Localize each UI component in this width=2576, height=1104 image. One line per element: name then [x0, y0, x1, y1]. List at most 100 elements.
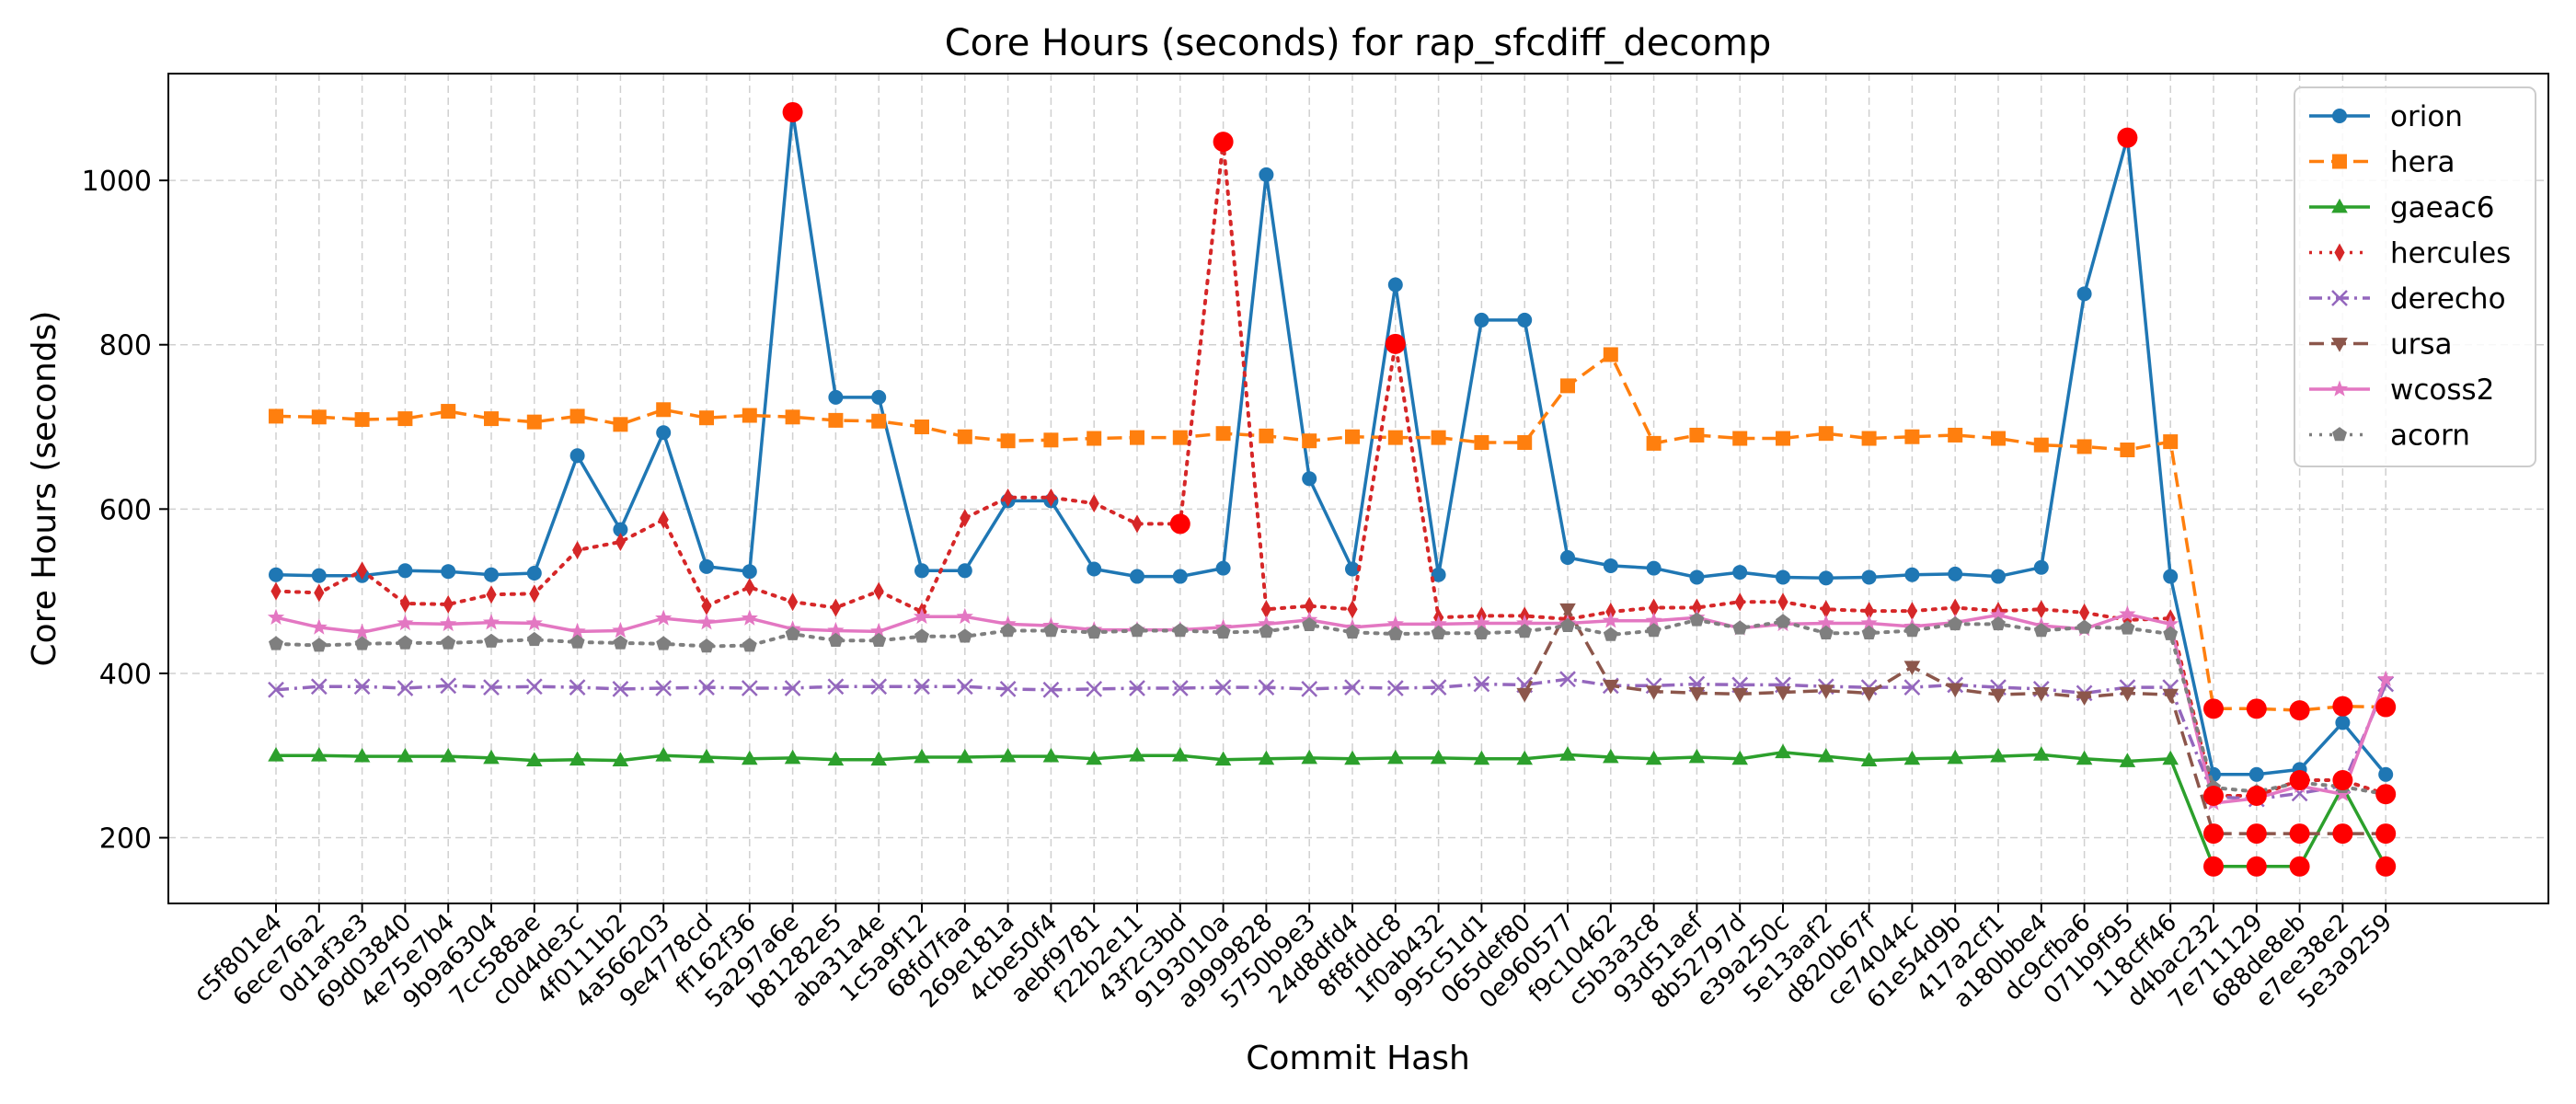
highlight-point-hercules — [2332, 770, 2353, 791]
data-point-gaeac6 — [268, 747, 284, 762]
highlight-point-orion — [782, 101, 803, 122]
data-point-derecho — [1042, 681, 1060, 698]
data-point-orion — [828, 389, 844, 405]
data-point-hera — [871, 413, 887, 429]
data-point-hera — [569, 408, 585, 424]
data-point-wcoss2 — [440, 615, 457, 632]
data-point-hercules — [788, 592, 799, 612]
data-point-hercules — [1777, 592, 1788, 612]
data-point-ursa — [1818, 684, 1834, 699]
data-point-gaeac6 — [1818, 747, 1834, 763]
series-line-derecho — [275, 677, 2387, 801]
highlight-point-hercules — [1385, 333, 1406, 354]
data-point-gaeac6 — [569, 751, 586, 766]
highlight-point-ursa — [2332, 823, 2353, 845]
data-point-hercules — [1949, 598, 1961, 617]
data-point-orion — [569, 448, 585, 464]
data-point-orion — [871, 389, 887, 405]
highlight-point-hera — [2332, 696, 2353, 717]
data-point-acorn — [2120, 620, 2135, 635]
data-point-hercules — [1605, 602, 1616, 621]
data-point-acorn — [1560, 617, 1575, 632]
legend-item-wcoss2: wcoss2 — [2309, 374, 2494, 407]
data-point-orion — [441, 564, 456, 580]
data-point-hera — [484, 411, 499, 427]
data-point-orion — [1517, 312, 1533, 328]
data-point-derecho — [870, 678, 888, 696]
data-point-ursa — [1990, 688, 2007, 704]
data-point-hera — [613, 417, 628, 432]
data-point-derecho — [353, 678, 371, 696]
data-point-hercules — [1821, 600, 1832, 619]
data-point-hera — [1603, 347, 1618, 362]
data-point-wcoss2 — [612, 621, 629, 638]
data-point-derecho — [1559, 671, 1576, 688]
highlight-point-ursa — [2246, 823, 2267, 845]
data-point-hera — [2076, 439, 2092, 454]
data-point-hercules — [1649, 598, 1660, 617]
y-tick-label: 1000 — [82, 166, 152, 198]
data-point-gaeac6 — [1775, 743, 1791, 759]
data-point-acorn — [526, 631, 542, 647]
highlight-point-hercules — [2289, 770, 2310, 791]
data-point-hera — [1560, 378, 1575, 394]
data-point-acorn — [1861, 625, 1877, 639]
data-point-ursa — [1603, 679, 1619, 695]
data-point-hercules — [529, 584, 540, 604]
data-point-orion — [311, 568, 327, 583]
data-point-gaeac6 — [827, 751, 845, 766]
highlight-point-hera — [2246, 698, 2267, 719]
data-point-gaeac6 — [1042, 747, 1060, 763]
data-point-derecho — [914, 678, 930, 696]
data-point-hera — [441, 404, 456, 420]
highlight-point-orion — [2117, 127, 2138, 148]
data-point-hera — [1387, 430, 1403, 445]
data-point-hercules — [615, 533, 626, 552]
data-point-hera — [1818, 426, 1834, 442]
legend-swatch-marker — [2330, 380, 2349, 397]
data-point-acorn — [1387, 626, 1403, 640]
series-line-hercules — [274, 140, 2388, 798]
legend-label: ursa — [2390, 328, 2453, 362]
data-point-wcoss2 — [655, 609, 673, 626]
highlight-point-gaeac6 — [2375, 856, 2397, 877]
data-point-acorn — [354, 636, 370, 650]
data-point-acorn — [742, 638, 757, 652]
data-point-acorn — [397, 635, 413, 650]
data-point-orion — [1948, 566, 1963, 581]
data-point-wcoss2 — [870, 622, 888, 639]
legend-label: derecho — [2390, 282, 2506, 316]
data-point-orion — [1259, 167, 1274, 182]
data-point-wcoss2 — [1645, 612, 1662, 628]
data-point-wcoss2 — [2377, 670, 2395, 686]
data-point-wcoss2 — [741, 609, 758, 626]
data-point-hera — [1345, 429, 1360, 444]
highlight-point-hera — [2203, 698, 2224, 719]
data-point-acorn — [569, 634, 585, 649]
data-point-acorn — [2076, 619, 2092, 634]
data-point-ursa — [1516, 687, 1533, 703]
data-point-hercules — [1734, 592, 1745, 612]
data-point-acorn — [613, 635, 628, 650]
data-point-hercules — [1691, 598, 1702, 617]
data-point-acorn — [957, 628, 972, 643]
data-point-wcoss2 — [913, 607, 931, 625]
data-point-orion — [1215, 560, 1231, 576]
data-point-derecho — [612, 681, 629, 697]
data-point-derecho — [397, 680, 414, 696]
data-point-wcoss2 — [2162, 615, 2179, 632]
data-point-acorn — [699, 638, 714, 653]
data-point-acorn — [871, 632, 887, 648]
data-point-wcoss2 — [1516, 614, 1534, 631]
data-point-hera — [2033, 437, 2049, 453]
data-point-derecho — [268, 681, 284, 698]
data-point-ursa — [2162, 688, 2179, 704]
data-point-hercules — [486, 585, 497, 604]
data-point-hera — [2163, 434, 2179, 450]
data-point-wcoss2 — [1860, 614, 1878, 631]
data-point-orion — [1991, 569, 2006, 584]
data-point-derecho — [1344, 679, 1361, 696]
data-point-ursa — [1688, 686, 1706, 702]
data-point-hercules — [357, 561, 368, 581]
